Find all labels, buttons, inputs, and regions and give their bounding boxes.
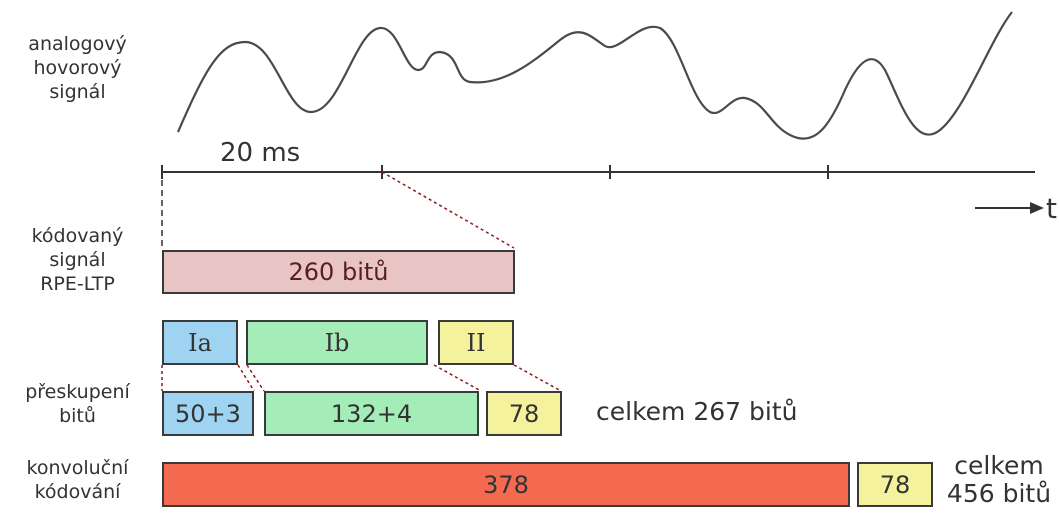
- label-line: přeskupení: [25, 381, 130, 403]
- dashed-map-line: [246, 364, 265, 392]
- label-line: bitů: [59, 405, 96, 427]
- label-regroup: přeskupení bitů: [5, 380, 150, 428]
- label-analog-signal: analogový hovorový signál: [5, 32, 150, 104]
- label-line: signál: [49, 249, 106, 271]
- regroup-total: celkem 267 bitů: [596, 397, 798, 426]
- time-arrow-head: [1030, 202, 1044, 214]
- time-axis-label: t: [1046, 192, 1057, 225]
- conv-total: celkem 456 bitů: [940, 452, 1058, 508]
- coded-signal-box: 260 bitů: [162, 250, 515, 294]
- class-ia-box: Ia: [162, 320, 238, 365]
- dashed-map-line: [237, 364, 255, 392]
- label-line: signál: [49, 81, 106, 103]
- label-line: analogový: [28, 33, 127, 55]
- conv-total-line: 456 bitů: [946, 479, 1052, 508]
- label-line: konvoluční: [26, 457, 129, 479]
- label-coded-signal: kódovaný signál RPE-LTP: [5, 224, 150, 296]
- convolution-rest-box: 78: [857, 462, 933, 507]
- convolution-main-box: 378: [162, 462, 850, 507]
- conv-total-line: celkem: [954, 451, 1044, 480]
- label-line: kódování: [34, 481, 121, 503]
- label-line: RPE-LTP: [40, 273, 115, 295]
- class-ii-box: II: [438, 320, 514, 365]
- label-line: kódovaný: [31, 225, 124, 247]
- interval-label: 20 ms: [220, 138, 301, 168]
- label-convolution: konvoluční kódování: [5, 456, 150, 504]
- dashed-map-line: [513, 364, 562, 392]
- label-line: hovorový: [33, 57, 122, 79]
- regroup-box-ia: 50+3: [162, 391, 254, 436]
- regroup-box-ib: 132+4: [264, 391, 479, 436]
- dashed-map-line: [433, 364, 482, 392]
- dashed-expansion-right: [381, 171, 515, 249]
- analog-waveform: [176, 11, 1013, 140]
- regroup-box-ii: 78: [486, 391, 562, 436]
- class-ib-box: Ib: [246, 320, 428, 365]
